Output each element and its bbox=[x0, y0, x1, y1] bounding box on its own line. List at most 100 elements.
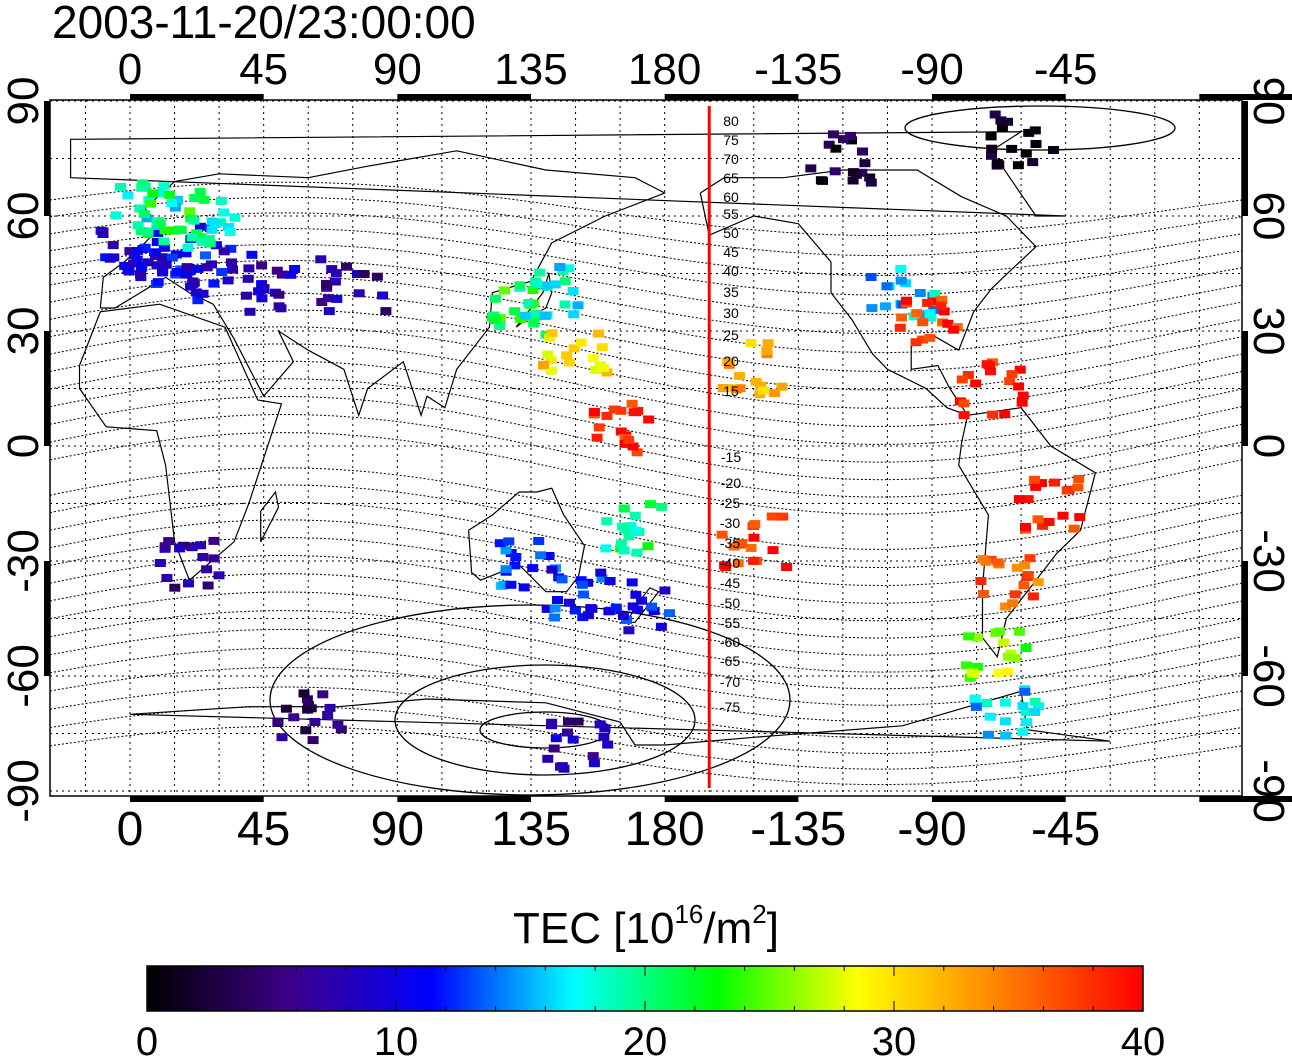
tec-cell bbox=[542, 754, 554, 763]
tec-cell bbox=[1019, 687, 1031, 696]
tec-cell bbox=[244, 307, 256, 316]
tec-cell bbox=[582, 611, 594, 620]
tec-cell bbox=[307, 736, 319, 745]
y-tick-label-right: 0 bbox=[1244, 434, 1292, 458]
contour-label: -50 bbox=[720, 595, 740, 611]
tec-cell bbox=[324, 703, 336, 712]
tec-cell bbox=[166, 199, 178, 207]
y-tick-label-left: 60 bbox=[0, 192, 48, 241]
tec-cell bbox=[169, 583, 181, 592]
tec-cell bbox=[1049, 478, 1060, 487]
tec-cell bbox=[642, 542, 654, 551]
tec-cell bbox=[845, 131, 856, 140]
tec-cell bbox=[901, 296, 912, 305]
tec-cell bbox=[546, 718, 558, 727]
tec-cell bbox=[617, 612, 629, 620]
tec-cell bbox=[1002, 117, 1013, 126]
tec-cell bbox=[911, 309, 923, 318]
tec-cell bbox=[198, 195, 210, 204]
tec-cell bbox=[523, 298, 535, 307]
contour-label: 45 bbox=[723, 244, 739, 260]
x-tick-label-top: -135 bbox=[754, 45, 842, 94]
magnetic-latitude-contour bbox=[50, 555, 1242, 639]
tec-cell bbox=[981, 360, 993, 369]
tec-cell bbox=[499, 286, 510, 295]
tec-cell bbox=[494, 321, 506, 330]
tec-cell bbox=[1013, 495, 1025, 504]
tec-cell bbox=[1029, 697, 1041, 706]
tec-cell bbox=[218, 208, 230, 217]
tec-cell bbox=[629, 511, 641, 520]
tec-cell bbox=[224, 228, 236, 236]
tec-cell bbox=[559, 300, 571, 309]
tec-cell bbox=[204, 239, 216, 248]
tec-cell bbox=[995, 116, 1007, 125]
tec-cell bbox=[1016, 398, 1028, 407]
tec-cell bbox=[527, 286, 539, 294]
x-tick-label-bottom: -90 bbox=[897, 803, 966, 856]
tec-cell bbox=[1017, 391, 1029, 400]
tec-cell bbox=[998, 638, 1010, 647]
tec-cell bbox=[593, 423, 605, 432]
tec-cell bbox=[601, 368, 613, 377]
tec-cell bbox=[990, 628, 1002, 637]
colorbar-tick-label: 10 bbox=[374, 1020, 419, 1057]
tec-cell bbox=[1029, 708, 1041, 716]
y-tick-label-left: -90 bbox=[0, 759, 48, 823]
tec-cell bbox=[549, 613, 561, 622]
colorbar-title: TEC [1016/m2] bbox=[513, 899, 779, 953]
tec-cell bbox=[539, 311, 551, 320]
magnetic-latitude-contour bbox=[50, 519, 1242, 604]
tec-cell bbox=[209, 220, 221, 229]
colorbar-tick-label: 40 bbox=[1121, 1020, 1166, 1057]
contour-label: -55 bbox=[720, 615, 740, 631]
tec-cell bbox=[316, 298, 328, 306]
tec-cell bbox=[987, 410, 999, 419]
tec-cell bbox=[371, 272, 383, 281]
tec-cell bbox=[222, 276, 234, 285]
tec-cell bbox=[766, 512, 778, 521]
contour-label: -35 bbox=[720, 535, 740, 551]
tec-cell bbox=[989, 110, 1001, 119]
tec-cell bbox=[1027, 158, 1039, 167]
tec-cell bbox=[604, 577, 616, 585]
tec-cell bbox=[552, 596, 563, 604]
magnetic-latitude-contour bbox=[50, 360, 1242, 445]
tec-cell bbox=[1020, 644, 1032, 652]
tec-cell bbox=[1002, 667, 1014, 676]
tec-cell bbox=[280, 704, 292, 713]
tec-cell bbox=[1033, 702, 1044, 711]
tec-cell bbox=[201, 565, 213, 574]
tec-cell bbox=[636, 596, 648, 605]
tec-cell bbox=[288, 713, 300, 722]
tec-cell bbox=[164, 190, 176, 199]
tec-cell bbox=[115, 182, 126, 191]
x-tick-label-top: 135 bbox=[494, 45, 567, 94]
tec-cell bbox=[716, 530, 728, 539]
magnetic-latitude-contour bbox=[50, 628, 1242, 706]
tec-cell bbox=[728, 542, 740, 551]
tec-cell bbox=[194, 188, 206, 196]
tec-cell bbox=[745, 339, 757, 347]
tec-cell bbox=[823, 140, 835, 149]
tec-cell bbox=[610, 603, 622, 612]
tec-cell bbox=[122, 265, 134, 274]
tec-cell bbox=[322, 294, 334, 303]
y-tick-label-left: 0 bbox=[0, 434, 48, 458]
x-tick-label-bottom: 135 bbox=[491, 803, 571, 856]
tec-cell bbox=[500, 565, 512, 574]
magnetic-latitude-contour bbox=[50, 260, 1242, 335]
magnetic-latitude-contour bbox=[50, 343, 1242, 427]
tec-cell bbox=[601, 411, 613, 420]
tec-cell bbox=[749, 520, 761, 529]
tec-cell bbox=[256, 261, 268, 270]
tec-cell bbox=[1029, 475, 1040, 484]
tec-cell bbox=[575, 576, 587, 585]
tec-cell bbox=[924, 333, 936, 342]
tec-cell bbox=[587, 354, 599, 363]
magnetic-latitude-contour bbox=[50, 667, 1242, 739]
south-pole-contour bbox=[269, 604, 791, 796]
tec-cell bbox=[309, 718, 321, 726]
tec-cell bbox=[748, 533, 760, 542]
frame-bar-left bbox=[44, 561, 50, 676]
